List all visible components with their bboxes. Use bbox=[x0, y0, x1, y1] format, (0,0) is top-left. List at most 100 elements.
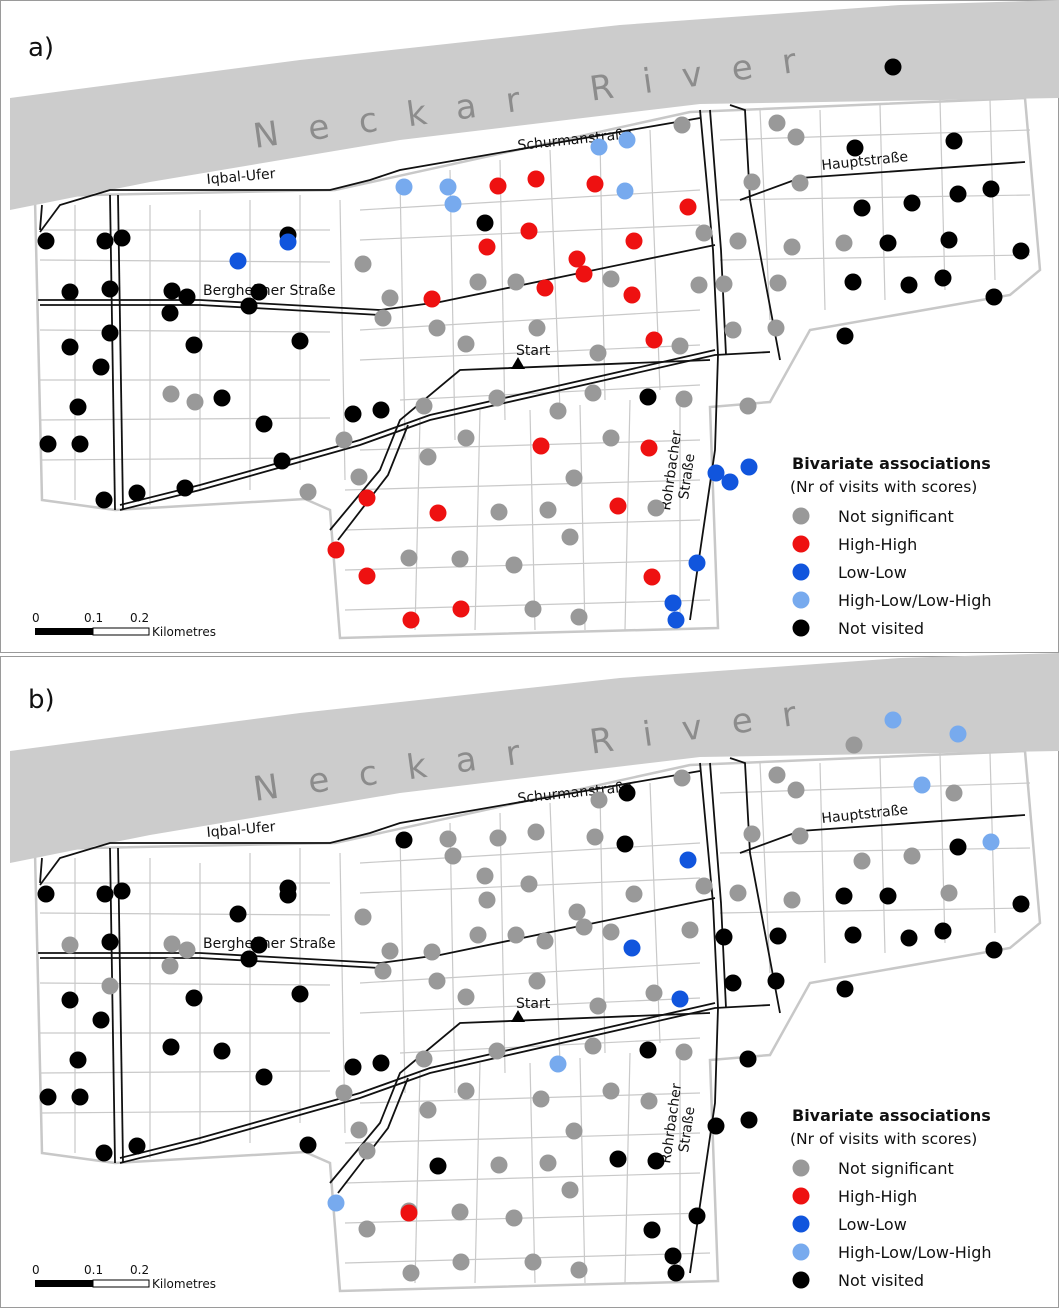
legend-items: Not significant High-High Low-Low High-Low/… bbox=[792, 507, 992, 638]
legend-swatch-high-high bbox=[792, 1187, 810, 1205]
point-not-significant bbox=[299, 483, 317, 501]
legend-label-low-low: Low-Low bbox=[838, 1215, 907, 1234]
legend-label-high-low-low-high: High-Low/Low-High bbox=[838, 1243, 992, 1262]
point-not-significant bbox=[423, 943, 441, 961]
point-not-visited bbox=[715, 928, 733, 946]
point-high-low-low-high bbox=[913, 776, 931, 794]
point-not-visited bbox=[344, 1058, 362, 1076]
point-not-significant bbox=[549, 402, 567, 420]
point-not-significant bbox=[602, 270, 620, 288]
point-low-low bbox=[707, 464, 725, 482]
point-not-significant bbox=[428, 972, 446, 990]
legend-swatch-high-low-low-high bbox=[792, 591, 810, 609]
point-high-high bbox=[478, 238, 496, 256]
legend-swatch-not-visited bbox=[792, 619, 810, 637]
legend-items: Not significant High-High Low-Low High-Low/… bbox=[792, 1159, 992, 1290]
point-not-visited bbox=[769, 927, 787, 945]
point-low-low bbox=[623, 939, 641, 957]
point-not-visited bbox=[844, 273, 862, 291]
point-high-low-low-high bbox=[884, 711, 902, 729]
scale-tick-1: 0.1 bbox=[84, 1263, 103, 1277]
point-not-visited bbox=[162, 1038, 180, 1056]
point-not-significant bbox=[162, 385, 180, 403]
point-not-visited bbox=[836, 327, 854, 345]
point-not-significant bbox=[161, 957, 179, 975]
point-not-significant bbox=[451, 1203, 469, 1221]
point-high-high bbox=[536, 279, 554, 297]
point-not-significant bbox=[402, 1264, 420, 1282]
point-not-significant bbox=[787, 781, 805, 799]
point-not-significant bbox=[589, 997, 607, 1015]
point-high-low-low-high bbox=[549, 1055, 567, 1073]
point-not-visited bbox=[39, 435, 57, 453]
point-not-visited bbox=[647, 1152, 665, 1170]
point-not-significant bbox=[358, 1142, 376, 1160]
point-not-significant bbox=[769, 274, 787, 292]
point-not-visited bbox=[667, 1264, 685, 1282]
point-not-significant bbox=[507, 273, 525, 291]
point-not-visited bbox=[949, 838, 967, 856]
point-not-significant bbox=[729, 884, 747, 902]
point-not-visited bbox=[949, 185, 967, 203]
point-high-high bbox=[623, 286, 641, 304]
point-not-significant bbox=[768, 766, 786, 784]
point-not-visited bbox=[707, 1117, 725, 1135]
point-not-visited bbox=[273, 452, 291, 470]
point-not-visited bbox=[934, 922, 952, 940]
point-not-significant bbox=[565, 469, 583, 487]
point-not-visited bbox=[101, 933, 119, 951]
point-not-visited bbox=[945, 132, 963, 150]
legend-b: Bivariate associations (Nr of visits wit… bbox=[790, 1106, 992, 1290]
point-not-significant bbox=[520, 875, 538, 893]
point-not-significant bbox=[457, 988, 475, 1006]
legend-label-low-low: Low-Low bbox=[838, 563, 907, 582]
point-not-significant bbox=[584, 1037, 602, 1055]
point-high-high bbox=[358, 567, 376, 585]
point-not-visited bbox=[879, 234, 897, 252]
point-not-significant bbox=[791, 174, 809, 192]
point-not-visited bbox=[299, 1136, 317, 1154]
point-not-significant bbox=[415, 1050, 433, 1068]
point-not-visited bbox=[985, 288, 1003, 306]
point-not-visited bbox=[767, 972, 785, 990]
point-not-significant bbox=[350, 1121, 368, 1139]
point-not-visited bbox=[163, 282, 181, 300]
point-not-significant bbox=[647, 499, 665, 517]
point-not-significant bbox=[561, 1181, 579, 1199]
point-not-visited bbox=[372, 1054, 390, 1072]
point-not-significant bbox=[589, 344, 607, 362]
point-not-visited bbox=[739, 1050, 757, 1068]
point-not-significant bbox=[419, 1101, 437, 1119]
start-label: Start bbox=[516, 996, 551, 1012]
point-not-significant bbox=[539, 501, 557, 519]
point-high-high bbox=[640, 439, 658, 457]
point-not-visited bbox=[128, 1137, 146, 1155]
point-not-visited bbox=[344, 405, 362, 423]
point-not-visited bbox=[113, 882, 131, 900]
point-not-significant bbox=[783, 891, 801, 909]
point-not-significant bbox=[415, 397, 433, 415]
point-not-visited bbox=[372, 401, 390, 419]
point-not-visited bbox=[688, 1207, 706, 1225]
point-not-visited bbox=[69, 1051, 87, 1069]
point-not-significant bbox=[673, 116, 691, 134]
scale-bar-a: 0 0.1 0.2 Kilometres bbox=[32, 611, 216, 639]
point-not-significant bbox=[539, 1154, 557, 1172]
point-not-visited bbox=[255, 415, 273, 433]
point-not-significant bbox=[570, 608, 588, 626]
point-not-visited bbox=[176, 479, 194, 497]
point-not-significant bbox=[787, 128, 805, 146]
point-low-low bbox=[279, 233, 297, 251]
point-high-low-low-high bbox=[949, 725, 967, 743]
point-not-significant bbox=[783, 238, 801, 256]
point-not-significant bbox=[488, 389, 506, 407]
point-not-significant bbox=[186, 393, 204, 411]
point-not-significant bbox=[681, 921, 699, 939]
street-iqbal-label: Iqbal-Ufer bbox=[206, 166, 276, 188]
panel-a-label: a) bbox=[28, 33, 54, 63]
scale-segment-white bbox=[92, 1279, 150, 1288]
point-not-visited bbox=[429, 1157, 447, 1175]
point-not-visited bbox=[985, 941, 1003, 959]
point-not-significant bbox=[527, 823, 545, 841]
point-not-significant bbox=[444, 847, 462, 865]
